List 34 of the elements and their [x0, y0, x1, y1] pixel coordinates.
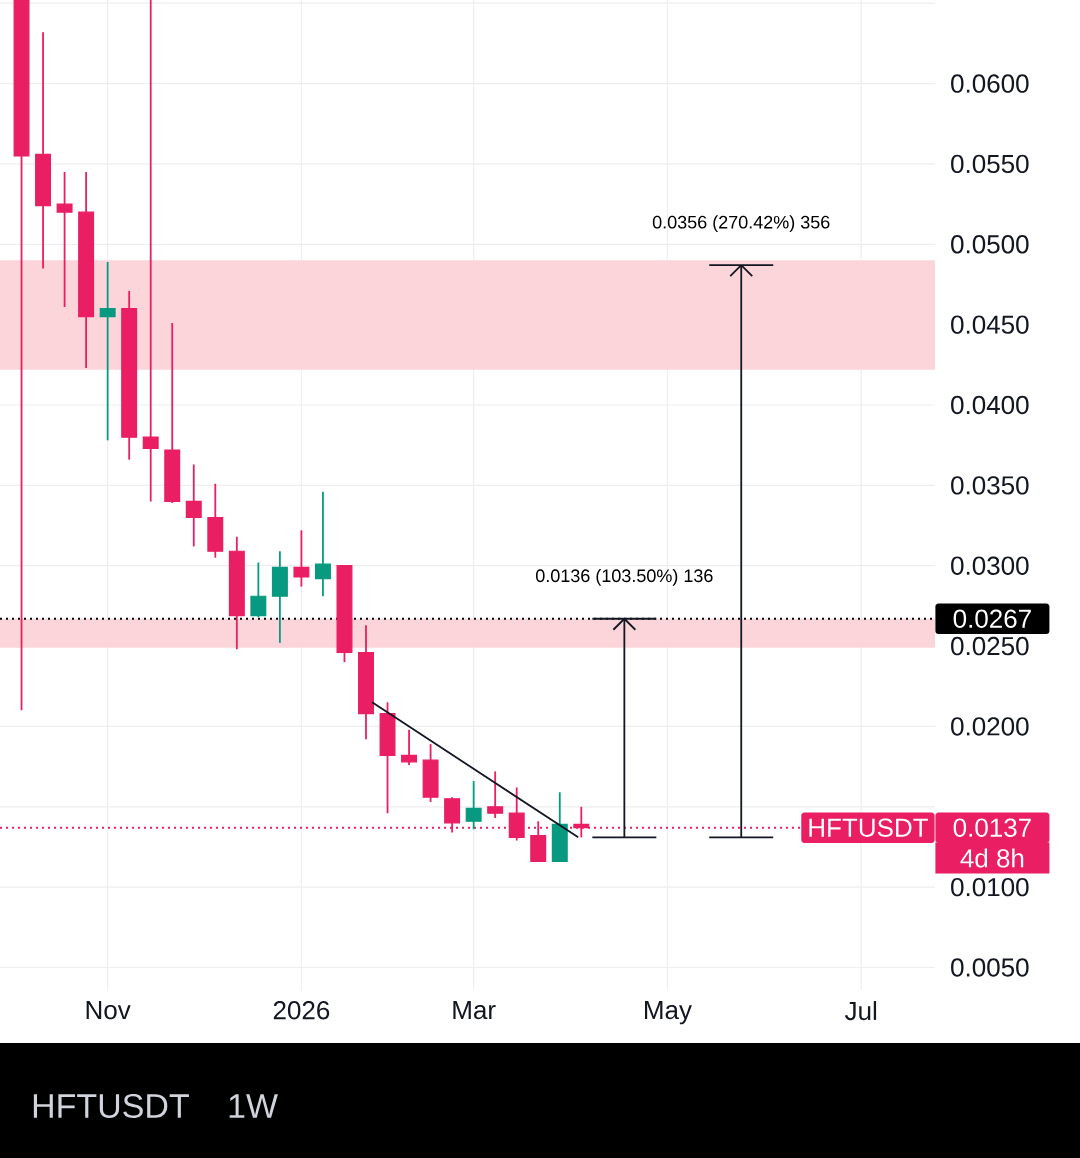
- y-tick-label: 0.0350: [951, 476, 1029, 495]
- y-tick-label: 0.0450: [951, 315, 1029, 334]
- y-tick-label: 0.0200: [951, 717, 1029, 736]
- y-tick-label: 0.0400: [951, 395, 1029, 415]
- text: 4d 8h: [960, 848, 1024, 868]
- ref-line-label: 0.0267: [953, 609, 1031, 628]
- annotation: 0.0136 (103.50%) 136: [535, 568, 713, 586]
- x-tick-label: Mar: [453, 1001, 496, 1020]
- ref-line-label: 0.0137: [953, 818, 1031, 837]
- candlestick: [401, 728, 418, 766]
- candlestick: [465, 780, 482, 831]
- y-tick-label: 0.0050: [951, 958, 1029, 977]
- y-tick-label: 0.0600: [951, 74, 1029, 93]
- candlestick: [99, 261, 116, 442]
- x-tick-label: Jul: [844, 1001, 877, 1021]
- x-tick-label: 2026: [273, 1001, 330, 1020]
- candlestick: [487, 770, 504, 819]
- candlestick: [185, 463, 202, 548]
- candlestick: [250, 561, 267, 619]
- y-tick-label: 0.0300: [951, 556, 1029, 575]
- y-tick-label: 0.0100: [951, 877, 1029, 897]
- text: HFTUSDT: [33, 1093, 189, 1119]
- candlestick: [142, 0, 159, 503]
- candlestick: [56, 171, 73, 308]
- y-tick-label: 0.0250: [951, 636, 1029, 656]
- candlestick: [314, 490, 331, 598]
- x-tick-label: May: [644, 1001, 692, 1025]
- y-tick-label: 0.0500: [951, 235, 1029, 254]
- y-tick-label: 0.0550: [951, 154, 1029, 174]
- text: HFTUSDT: [809, 818, 928, 837]
- text: 1W: [229, 1094, 278, 1118]
- annotation: 0.0356 (270.42%) 356: [652, 215, 830, 233]
- candlestick: [293, 529, 310, 588]
- x-tick-label: Nov: [86, 1001, 131, 1020]
